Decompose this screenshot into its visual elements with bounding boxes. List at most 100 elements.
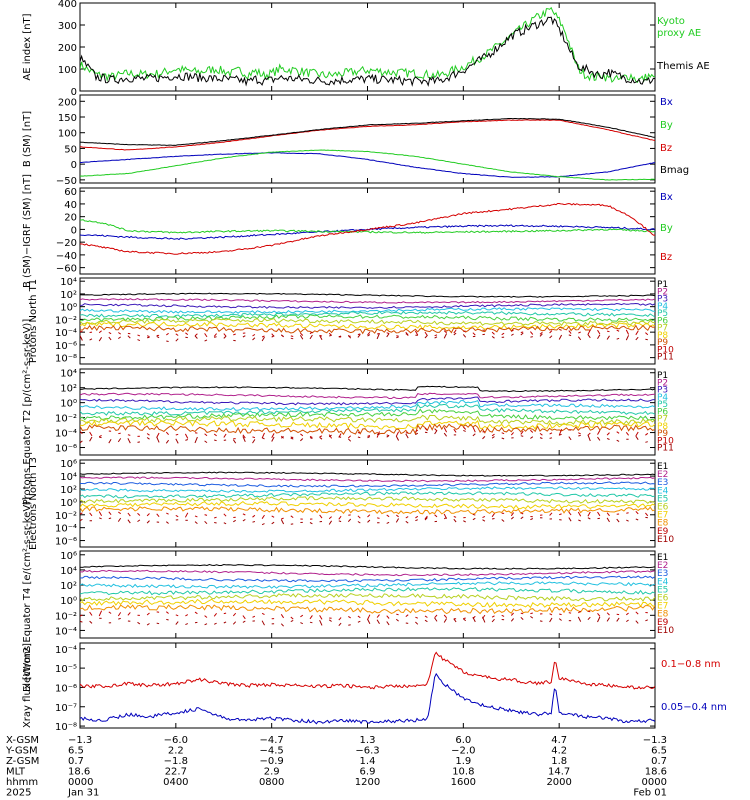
panel-p_equator: 10⁻⁶ 10⁻⁴ 10⁻² 10⁰ 10² 10⁴ Protons Equator T2 … bbox=[22, 319, 674, 506]
y-tick-label: 10² bbox=[60, 485, 77, 496]
channel-segment bbox=[347, 518, 352, 523]
channel-label: E7 bbox=[657, 511, 668, 521]
channel-label: E8 bbox=[657, 610, 669, 620]
channel-segment bbox=[635, 431, 639, 437]
channel-segment bbox=[415, 429, 419, 433]
channel-segment bbox=[587, 334, 591, 339]
channel-line-e4 bbox=[80, 581, 655, 589]
y-tick-label: 0 bbox=[71, 160, 77, 171]
series-line-by bbox=[80, 149, 655, 181]
channel-line-p7 bbox=[80, 318, 655, 326]
channel-segment bbox=[261, 335, 265, 338]
channel-segment bbox=[98, 337, 103, 342]
channel-label: P11 bbox=[657, 353, 674, 363]
channel-segment bbox=[568, 511, 572, 516]
channel-segment bbox=[415, 515, 419, 519]
x-tick-value: −2.0 bbox=[451, 746, 475, 757]
channel-segment bbox=[194, 335, 198, 339]
channel-segment bbox=[357, 333, 361, 336]
channel-segment bbox=[213, 333, 217, 337]
channel-segment bbox=[530, 436, 534, 439]
y-tick-label: 10⁰ bbox=[60, 303, 77, 314]
channel-segment bbox=[367, 514, 371, 518]
panel-bigrf: −60 −40 −20 020 40 60 B (SM)−IGRF (SM) [nT] Bx B… bbox=[22, 174, 673, 288]
channel-segment bbox=[261, 514, 265, 519]
channel-segment bbox=[146, 513, 150, 517]
channel-segment bbox=[549, 432, 553, 435]
channel-line-p1 bbox=[80, 385, 655, 393]
channel-segment bbox=[558, 428, 563, 436]
x-tick-value: −6.0 bbox=[164, 735, 188, 746]
channel-segment bbox=[367, 334, 371, 337]
channel-segment bbox=[338, 335, 342, 338]
channel-segment bbox=[328, 520, 333, 525]
channel-segment bbox=[472, 426, 476, 433]
channel-segment bbox=[520, 435, 524, 437]
y-tick-label: 20 bbox=[64, 213, 77, 224]
channel-segment bbox=[491, 436, 495, 439]
channel-segment bbox=[434, 430, 438, 435]
channel-segment bbox=[214, 522, 217, 524]
x-tick-value: 0400 bbox=[163, 777, 188, 788]
channel-segment bbox=[597, 616, 601, 623]
channel-segment bbox=[491, 615, 495, 618]
x-tick-value: 0.7 bbox=[651, 756, 667, 767]
series-line-kyoto-proxy-ae bbox=[80, 6, 655, 84]
channel-segment bbox=[242, 436, 246, 443]
channel-line-e6 bbox=[80, 593, 655, 602]
channel-segment bbox=[89, 620, 93, 624]
channel-segment bbox=[424, 615, 428, 618]
y-tick-label: 60 bbox=[64, 187, 77, 198]
channel-segment bbox=[242, 620, 246, 623]
channel-segment bbox=[568, 429, 572, 431]
x-tick-value: −4.5 bbox=[260, 746, 284, 757]
channel-segment bbox=[453, 329, 457, 334]
channel-segment bbox=[118, 336, 121, 340]
channel-label: P2 bbox=[657, 378, 668, 388]
y-tick-label: 10⁻⁴ bbox=[55, 524, 77, 535]
channel-segment bbox=[357, 432, 361, 434]
x-tick-value: 0000 bbox=[642, 777, 667, 788]
x-tick-value: 2.9 bbox=[264, 767, 280, 778]
y-tick-label: 40 bbox=[64, 200, 77, 211]
legend-entry: 0.05−0.4 nm bbox=[661, 702, 727, 713]
channel-segment bbox=[462, 334, 467, 338]
legend-entry: proxy AE bbox=[657, 28, 701, 39]
channel-segment bbox=[165, 431, 169, 436]
channel-segment bbox=[309, 522, 313, 525]
channel-label: P1 bbox=[657, 371, 668, 381]
channel-label: P7 bbox=[657, 415, 668, 425]
x-tick-value: 4.7 bbox=[551, 735, 567, 746]
channel-segment bbox=[184, 512, 189, 518]
legend-entry: 0.1−0.8 nm bbox=[661, 659, 720, 670]
legend-entry: Bx bbox=[660, 192, 673, 203]
channel-segment bbox=[127, 438, 131, 444]
channel-segment bbox=[616, 329, 620, 332]
y-tick-label: 100 bbox=[58, 129, 77, 140]
x-tick-value: −6.3 bbox=[355, 746, 379, 757]
legend-entry: Bx bbox=[660, 97, 673, 108]
channel-segment bbox=[261, 437, 265, 440]
channel-segment bbox=[491, 513, 495, 518]
channel-segment bbox=[626, 519, 629, 522]
channel-line-e7 bbox=[80, 500, 655, 510]
channel-segment bbox=[559, 328, 562, 331]
channel-segment bbox=[453, 332, 457, 336]
channel-segment bbox=[127, 512, 131, 517]
channel-segment bbox=[204, 333, 208, 338]
channel-segment bbox=[559, 613, 562, 616]
channel-label: P4 bbox=[657, 302, 668, 312]
channel-segment bbox=[137, 339, 141, 342]
channel-segment bbox=[80, 620, 83, 623]
channel-segment bbox=[549, 335, 553, 339]
channel-label: E4 bbox=[657, 577, 669, 587]
channel-segment bbox=[242, 518, 246, 522]
channel-segment bbox=[405, 520, 409, 524]
channel-segment bbox=[165, 611, 169, 614]
y-tick-label: 10⁰ bbox=[60, 399, 77, 410]
channel-segment bbox=[156, 513, 160, 518]
channel-segment bbox=[520, 332, 524, 336]
y-tick-label: 10⁻⁴ bbox=[55, 626, 77, 637]
channel-segment bbox=[252, 521, 256, 523]
channel-segment bbox=[367, 436, 371, 439]
